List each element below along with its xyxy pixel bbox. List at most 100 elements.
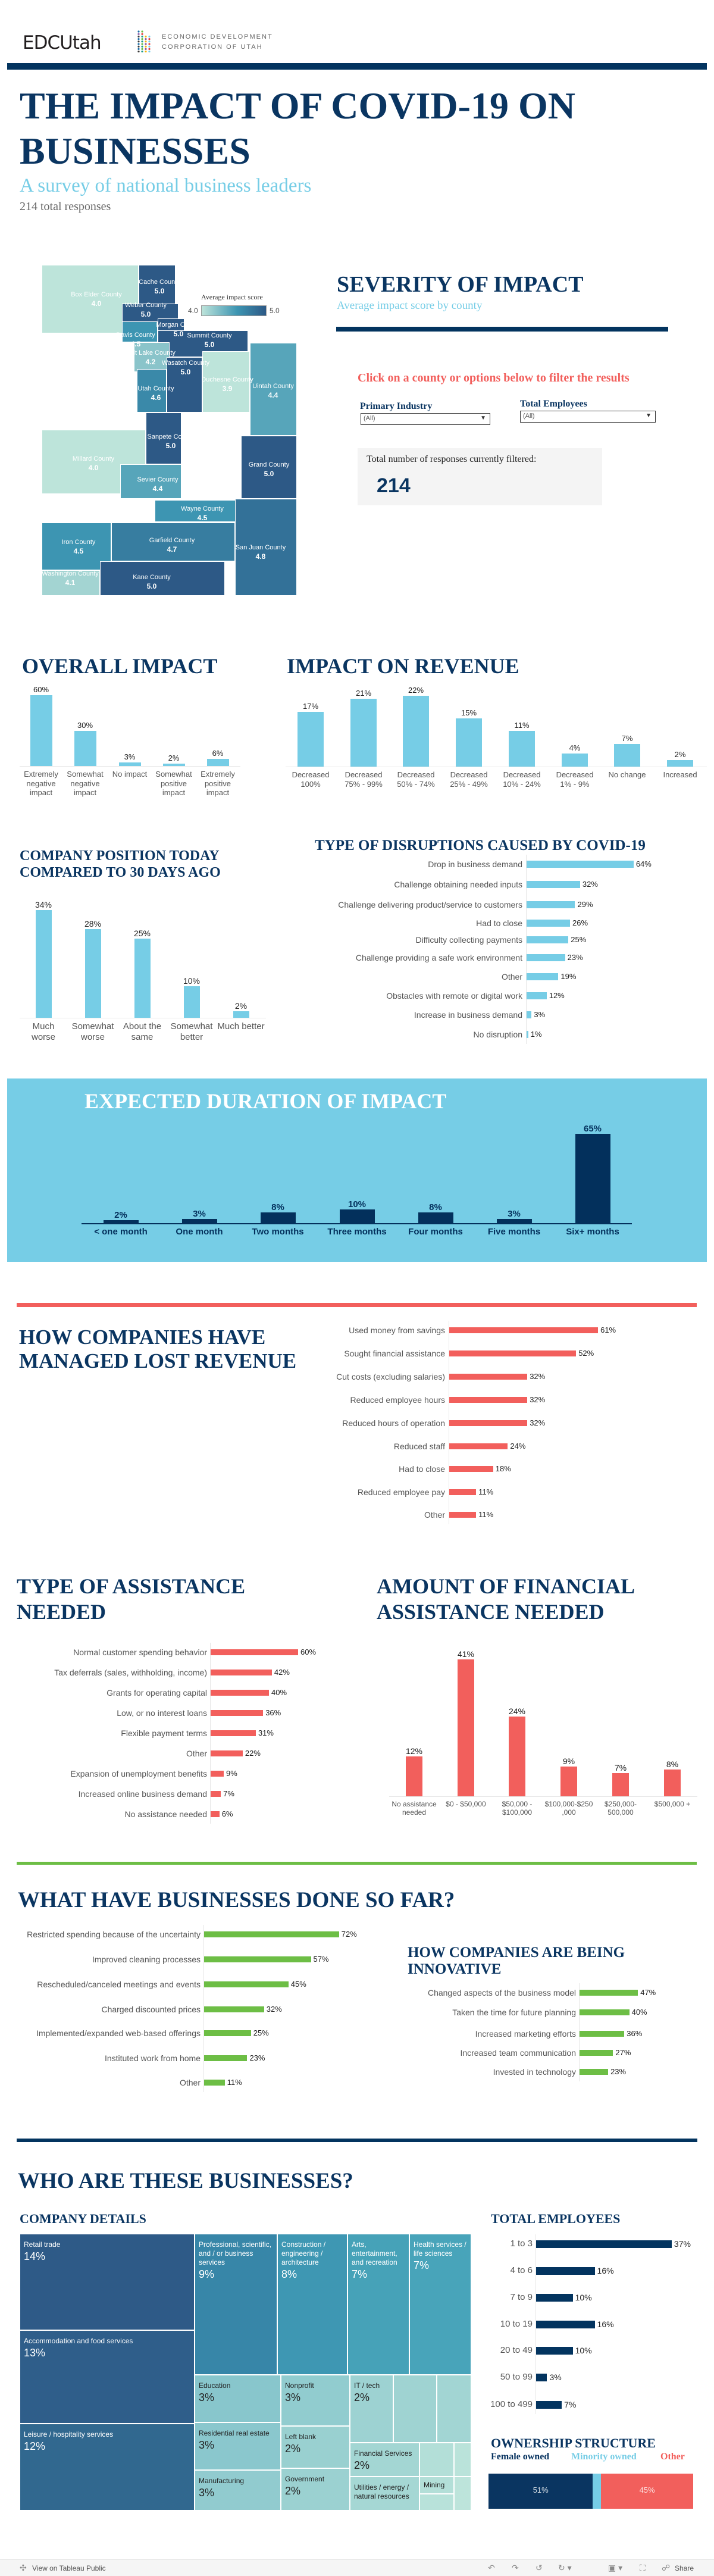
- county-sevier-county[interactable]: [120, 464, 181, 499]
- bar[interactable]: [181, 1219, 217, 1223]
- bar[interactable]: [527, 973, 559, 980]
- county-san-juan-county[interactable]: [235, 499, 297, 596]
- bar[interactable]: [509, 731, 535, 767]
- redo-icon[interactable]: ↷: [512, 2563, 519, 2572]
- bar[interactable]: [527, 1031, 528, 1038]
- treemap-tile[interactable]: [437, 2375, 471, 2443]
- bar[interactable]: [103, 1220, 139, 1223]
- ownership-segment-female-owned[interactable]: 51%: [488, 2474, 593, 2509]
- county-iron-county[interactable]: [42, 523, 111, 570]
- treemap-tile-nonprofit[interactable]: Nonprofit 3%: [281, 2375, 350, 2426]
- bar[interactable]: [449, 1489, 477, 1495]
- bar[interactable]: [536, 2346, 573, 2355]
- treemap-tile-government[interactable]: Government 2%: [281, 2468, 350, 2511]
- share-icon[interactable]: ☍: [662, 2563, 671, 2572]
- bar[interactable]: [211, 1791, 221, 1797]
- bar[interactable]: [74, 730, 96, 766]
- bar[interactable]: [204, 1931, 339, 1937]
- county-uintah-county[interactable]: [250, 343, 297, 436]
- bar[interactable]: [118, 762, 141, 766]
- treemap-tile-retail-trade[interactable]: Retail trade 14%: [20, 2234, 195, 2330]
- bar[interactable]: [350, 699, 377, 767]
- bar[interactable]: [536, 2400, 562, 2409]
- treemap-tile-manufacturing[interactable]: Manufacturing 3%: [195, 2470, 281, 2511]
- bar[interactable]: [536, 2240, 672, 2248]
- bar[interactable]: [449, 1420, 528, 1426]
- bar[interactable]: [527, 861, 634, 868]
- county-grand-county[interactable]: [241, 436, 297, 499]
- bar[interactable]: [206, 759, 229, 766]
- bar[interactable]: [536, 2266, 595, 2275]
- bar[interactable]: [527, 901, 575, 908]
- treemap-tile-residential-real-estate[interactable]: Residential real estate 3%: [195, 2422, 281, 2470]
- treemap-tile[interactable]: [419, 2443, 454, 2477]
- bar[interactable]: [339, 1209, 375, 1223]
- bar[interactable]: [211, 1771, 224, 1777]
- county-davis-county[interactable]: [122, 321, 158, 342]
- bar[interactable]: [614, 744, 640, 767]
- total-employees-dropdown[interactable]: (All) ▼: [520, 411, 656, 423]
- bar[interactable]: [667, 760, 693, 767]
- treemap-tile[interactable]: [454, 2477, 471, 2511]
- bar[interactable]: [35, 910, 52, 1018]
- treemap-tile-it-tech[interactable]: IT / tech 2%: [350, 2375, 393, 2443]
- county-garfield-county[interactable]: [111, 523, 235, 561]
- share-button[interactable]: Share: [675, 2564, 694, 2572]
- bar[interactable]: [612, 1772, 629, 1796]
- bar[interactable]: [134, 939, 151, 1018]
- bar[interactable]: [575, 1133, 610, 1223]
- treemap-tile-construction-engineering-architecture[interactable]: Construction / engineering / architectur…: [277, 2234, 347, 2375]
- treemap-tile-health-services-life-sciences[interactable]: Health services / life sciences 7%: [409, 2234, 471, 2375]
- bar[interactable]: [449, 1350, 577, 1356]
- fullscreen-icon[interactable]: ⛶: [640, 2563, 646, 2572]
- treemap-tile-education[interactable]: Education 3%: [195, 2375, 281, 2422]
- bar[interactable]: [449, 1374, 528, 1380]
- bar[interactable]: [560, 1766, 577, 1796]
- bar[interactable]: [211, 1811, 220, 1817]
- bar[interactable]: [449, 1443, 508, 1449]
- primary-industry-dropdown[interactable]: (All) ▼: [361, 413, 490, 425]
- bar[interactable]: [527, 920, 571, 927]
- bar[interactable]: [211, 1750, 243, 1756]
- bar[interactable]: [211, 1710, 264, 1716]
- bar[interactable]: [527, 954, 565, 961]
- bar[interactable]: [527, 992, 547, 999]
- bar[interactable]: [30, 695, 52, 766]
- bar[interactable]: [580, 2050, 613, 2056]
- bar[interactable]: [449, 1327, 599, 1333]
- treemap-tile-utilities-energy-natural-resources[interactable]: Utilities / energy / natural resources: [350, 2477, 419, 2511]
- bar[interactable]: [580, 2009, 630, 2015]
- view-on-tableau-link[interactable]: View on Tableau Public: [32, 2564, 106, 2572]
- bar[interactable]: [162, 764, 185, 766]
- bar[interactable]: [84, 929, 101, 1018]
- bar[interactable]: [527, 936, 569, 943]
- bar[interactable]: [418, 1212, 453, 1223]
- bar[interactable]: [580, 1990, 638, 1996]
- bar[interactable]: [204, 2006, 264, 2012]
- county-sanpete-county[interactable]: [146, 412, 181, 464]
- treemap-tile-leisure-hospitality-services[interactable]: Leisure / hospitality services 12%: [20, 2424, 195, 2511]
- bar[interactable]: [260, 1212, 296, 1223]
- refresh-icon[interactable]: ↻ ▾: [558, 2563, 572, 2572]
- bar[interactable]: [527, 1011, 532, 1018]
- county-salt-lake-county[interactable]: [134, 342, 170, 372]
- undo-icon[interactable]: ↶: [488, 2563, 495, 2572]
- treemap-tile-accommodation-and-food-services[interactable]: Accommodation and food services 13%: [20, 2330, 195, 2424]
- bar[interactable]: [204, 1956, 311, 1962]
- county-wayne-county[interactable]: [155, 500, 241, 522]
- bar[interactable]: [509, 1716, 525, 1796]
- bar[interactable]: [298, 712, 324, 767]
- bar[interactable]: [580, 2031, 625, 2037]
- treemap-tile-arts-entertainment-and-recreation[interactable]: Arts, entertainment, and recreation 7%: [347, 2234, 409, 2375]
- bar[interactable]: [204, 2080, 225, 2086]
- bar[interactable]: [449, 1466, 493, 1472]
- bar[interactable]: [406, 1756, 422, 1796]
- bar[interactable]: [536, 2373, 547, 2381]
- bar[interactable]: [580, 2069, 609, 2075]
- bar[interactable]: [536, 2320, 595, 2328]
- county-utah-county[interactable]: [137, 369, 167, 412]
- treemap-tile[interactable]: [454, 2443, 471, 2477]
- bar[interactable]: [211, 1670, 272, 1675]
- bar[interactable]: [233, 1011, 249, 1018]
- bar[interactable]: [449, 1512, 477, 1518]
